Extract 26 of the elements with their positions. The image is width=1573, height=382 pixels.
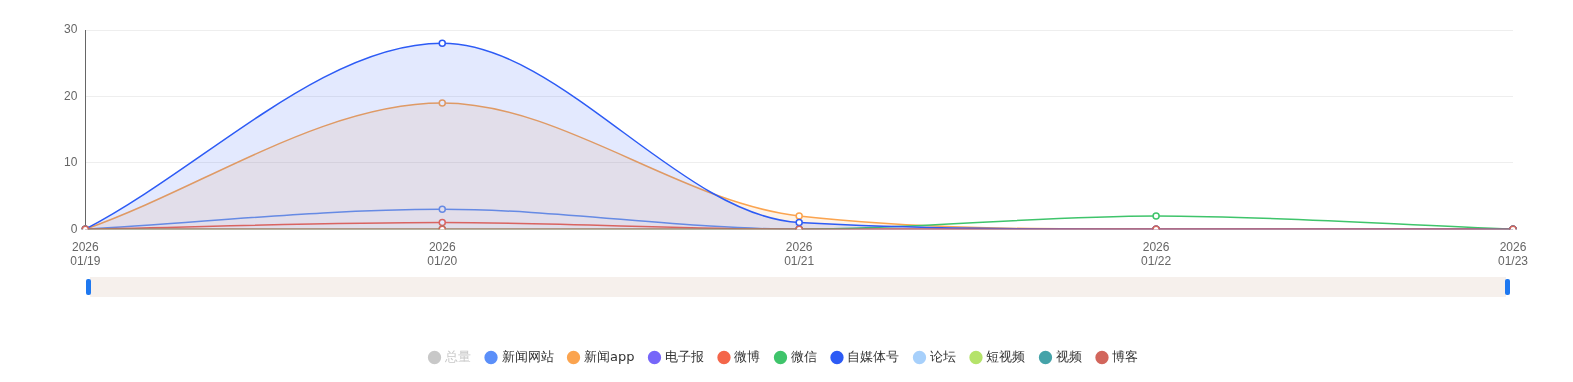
legend-label: 论坛 [929,348,956,364]
point [438,99,447,107]
y-tick-label: 20 [63,88,78,103]
legend-label: 自媒体号 [847,348,900,364]
y-tick-label: 0 [70,221,78,236]
legend-label: 新闻网站 [501,348,554,364]
point [438,205,447,214]
x-tick-label: 2026 01/19 [70,239,101,269]
point [795,218,803,227]
x-tick-label: 2026 01/22 [1141,239,1172,269]
legend-label: 短视频 [986,348,1026,364]
legend-label: 微博 [734,348,761,364]
point [795,212,803,220]
legend-label: 博客 [1112,348,1139,364]
legend-label: 视频 [1055,348,1082,364]
x-tick-label: 2026 01/20 [427,239,458,269]
y-tick-label: 10 [63,155,78,170]
x-tick-label: 2026 01/21 [784,239,815,269]
point [438,39,447,48]
y-tick-label: 30 [63,22,78,37]
point [438,218,447,227]
legend-label: 电子报 [664,348,704,364]
legend-label: 微信 [790,348,817,364]
legend-label: 新闻app [584,348,635,364]
point [1152,212,1160,220]
x-tick-label: 2026 01/23 [1497,239,1529,269]
